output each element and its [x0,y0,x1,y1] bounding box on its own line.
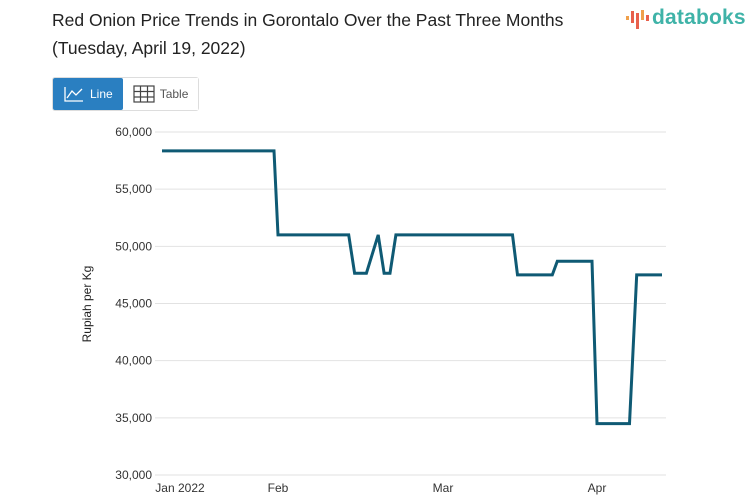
x-tick-label: Feb [268,481,289,495]
table-view-button[interactable]: Table [122,78,199,110]
logo-bars-icon [626,10,649,29]
y-tick-label: 40,000 [115,354,152,368]
logo-text: databoks [652,6,746,29]
x-tick-label: Apr [588,481,607,495]
y-tick-label: 60,000 [115,125,152,139]
y-tick-label: 35,000 [115,411,152,425]
price-line [162,149,662,426]
databoks-logo[interactable]: databoks [625,6,746,30]
y-axis-label: Rupiah per Kg [80,266,94,343]
table-grid-icon [133,85,155,103]
view-toggle: Line Table [52,77,200,111]
table-view-label: Table [159,87,189,101]
line-view-label: Line [90,87,113,101]
y-tick-label: 55,000 [115,182,152,196]
y-tick-label: 30,000 [115,468,152,482]
y-tick-label: 50,000 [115,239,152,253]
line-chart-icon [64,87,83,102]
line-view-button[interactable]: Line [53,78,123,110]
y-tick-label: 45,000 [115,297,152,311]
chart-title: Red Onion Price Trends in Gorontalo Over… [52,10,564,58]
x-tick-label: Jan 2022 [155,481,205,495]
x-tick-label: Mar [433,481,454,495]
